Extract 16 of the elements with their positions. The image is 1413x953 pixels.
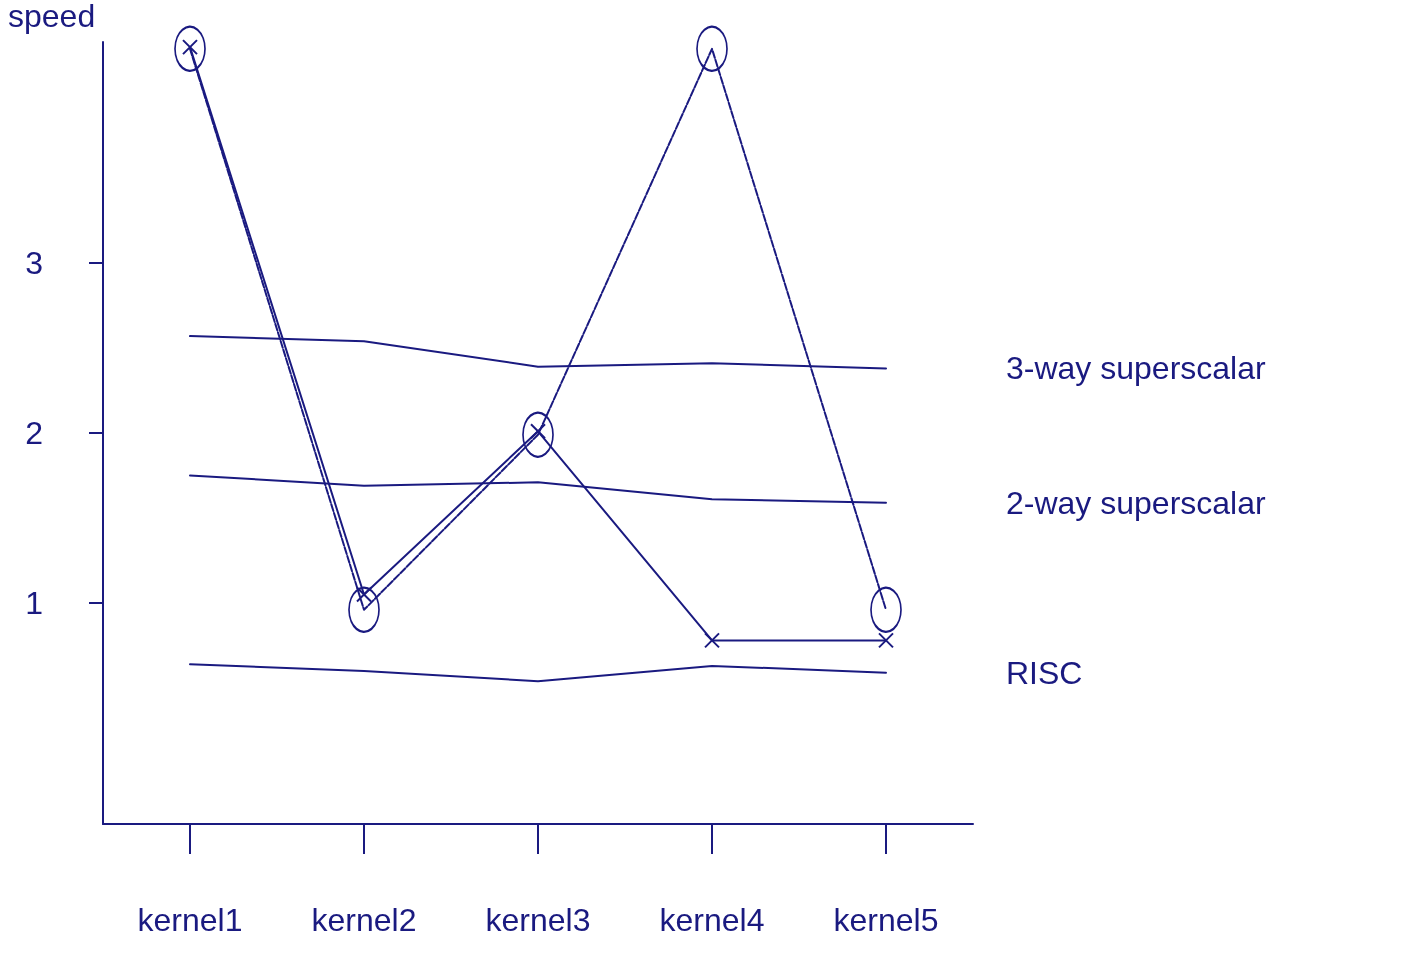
text: 3-way superscalar <box>1006 350 1266 387</box>
x-tick-label: kernel3 <box>485 902 591 938</box>
x-tick-label: kernel1 <box>137 902 243 938</box>
point <box>704 632 720 649</box>
line-series <box>189 663 887 683</box>
y-axis-title: speed <box>8 0 96 34</box>
text: RISC <box>1006 654 1083 691</box>
point <box>356 586 372 603</box>
y-tick-label: 1 <box>25 585 43 621</box>
y-tick-label: 3 <box>25 245 43 281</box>
text: 2-way superscalar <box>1006 484 1266 521</box>
point <box>878 632 894 649</box>
x-tick-label: kernel4 <box>659 902 765 938</box>
x-tick-label: kernel5 <box>833 902 939 938</box>
x-tick-label: kernel2 <box>311 902 417 938</box>
y-tick-label: 2 <box>25 415 43 451</box>
